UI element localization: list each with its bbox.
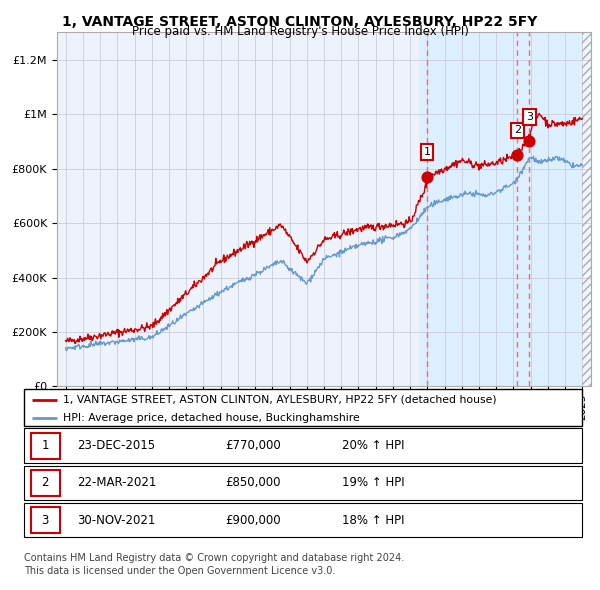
Text: 2: 2 bbox=[41, 476, 49, 490]
Text: £900,000: £900,000 bbox=[225, 513, 281, 527]
Bar bbox=[583, 32, 591, 386]
Bar bbox=[419, 32, 591, 386]
Text: 23-DEC-2015: 23-DEC-2015 bbox=[77, 439, 155, 453]
Text: 30-NOV-2021: 30-NOV-2021 bbox=[77, 513, 155, 527]
Text: HPI: Average price, detached house, Buckinghamshire: HPI: Average price, detached house, Buck… bbox=[63, 413, 360, 423]
Point bbox=[422, 172, 432, 182]
Bar bbox=[583, 32, 591, 386]
Text: 20% ↑ HPI: 20% ↑ HPI bbox=[342, 439, 404, 453]
Bar bbox=[31, 507, 60, 533]
Text: 1, VANTAGE STREET, ASTON CLINTON, AYLESBURY, HP22 5FY: 1, VANTAGE STREET, ASTON CLINTON, AYLESB… bbox=[62, 15, 538, 29]
Text: 1: 1 bbox=[424, 148, 431, 158]
Text: 3: 3 bbox=[41, 513, 49, 527]
Text: £850,000: £850,000 bbox=[225, 476, 280, 490]
Text: 18% ↑ HPI: 18% ↑ HPI bbox=[342, 513, 404, 527]
Text: This data is licensed under the Open Government Licence v3.0.: This data is licensed under the Open Gov… bbox=[24, 566, 335, 576]
Bar bbox=[31, 432, 60, 459]
Text: 19% ↑ HPI: 19% ↑ HPI bbox=[342, 476, 404, 490]
Text: 22-MAR-2021: 22-MAR-2021 bbox=[77, 476, 157, 490]
Point bbox=[524, 137, 534, 146]
Text: 2: 2 bbox=[514, 126, 521, 136]
Bar bbox=[31, 470, 60, 496]
Text: 1, VANTAGE STREET, ASTON CLINTON, AYLESBURY, HP22 5FY (detached house): 1, VANTAGE STREET, ASTON CLINTON, AYLESB… bbox=[63, 395, 497, 405]
Text: Price paid vs. HM Land Registry's House Price Index (HPI): Price paid vs. HM Land Registry's House … bbox=[131, 25, 469, 38]
Text: £770,000: £770,000 bbox=[225, 439, 281, 453]
Point bbox=[512, 150, 522, 160]
Text: Contains HM Land Registry data © Crown copyright and database right 2024.: Contains HM Land Registry data © Crown c… bbox=[24, 553, 404, 562]
Text: 3: 3 bbox=[526, 112, 533, 122]
Text: 1: 1 bbox=[41, 439, 49, 453]
